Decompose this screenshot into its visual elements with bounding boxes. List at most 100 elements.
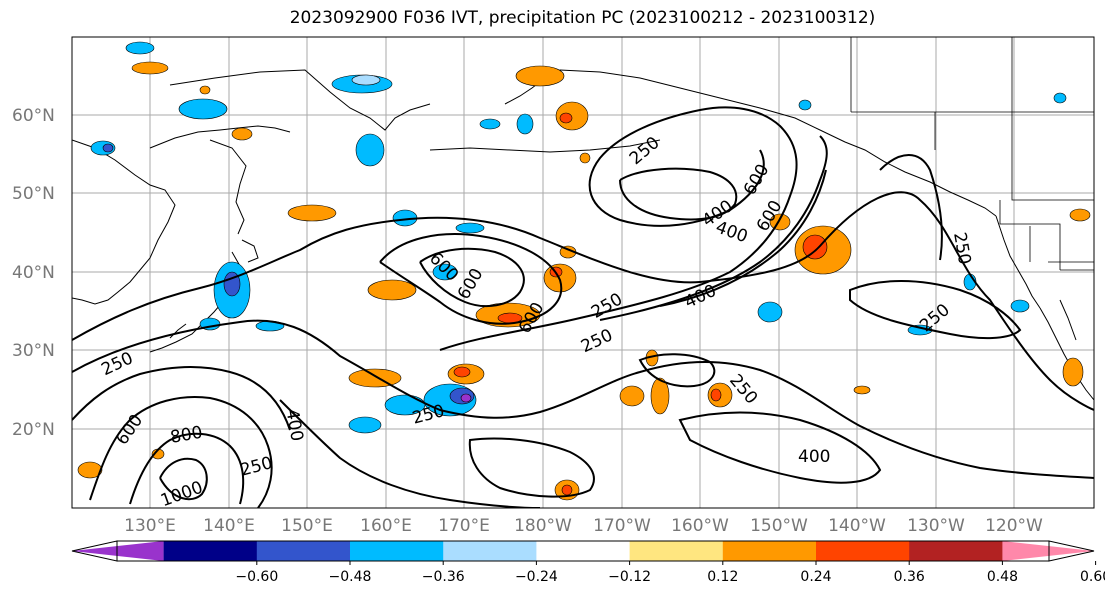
precip-pos-patch — [579, 152, 591, 164]
colorbar-tick-label: 0.60 — [1080, 569, 1105, 585]
precip-neg-patch — [432, 263, 458, 281]
lon-label: 160°E — [360, 516, 412, 536]
colorbar-segment — [629, 541, 724, 561]
lat-label: 40°N — [12, 263, 55, 283]
map-border — [71, 36, 1095, 509]
lon-label: 130°E — [124, 516, 176, 536]
precip-pos-patch — [199, 85, 211, 95]
colorbar-segment — [722, 541, 817, 561]
precip-pos-patch — [619, 385, 645, 407]
precip-neg-patch — [384, 394, 426, 416]
lon-label: 120°W — [985, 516, 1043, 536]
ivt-contour — [379, 233, 563, 325]
colorbar-segment — [816, 541, 910, 561]
lat-label: 30°N — [12, 341, 55, 361]
precip-pos-patch — [561, 484, 573, 496]
precip-pos-patch — [77, 461, 103, 479]
precip-pos-patch — [1062, 357, 1084, 387]
coastline-kamchatka — [209, 139, 247, 235]
ivt-contour — [678, 411, 882, 484]
colorbar-segment — [72, 541, 164, 561]
colorbar-segment — [909, 541, 1003, 561]
precip-neg-patch — [125, 41, 155, 55]
ivt-contour — [279, 399, 541, 508]
precip-pos-patch — [853, 385, 871, 395]
lon-label: 180°W — [514, 516, 572, 536]
colorbar-tick-label: −0.36 — [422, 569, 465, 585]
ivt-contour — [619, 167, 738, 221]
map-title: 2023092900 F036 IVT, precipitation PC (2… — [289, 8, 876, 28]
ivt-contour — [129, 432, 245, 505]
latitude-labels: 60°N 50°N 40°N 30°N 20°N — [12, 106, 55, 440]
precip-pos-patch — [453, 366, 471, 378]
ivt-contour — [468, 437, 595, 498]
colorbar-outline — [116, 540, 1050, 562]
colorbar-tick-label: −0.60 — [235, 569, 278, 585]
coastline-japan-hokkaido — [241, 239, 259, 263]
precip-pos-patch — [231, 127, 253, 141]
lon-label: 150°E — [281, 516, 333, 536]
ivt-contour — [89, 396, 273, 508]
colorbar-segment — [350, 541, 444, 561]
ivt-contour — [849, 280, 1022, 340]
precip-pos-patch — [1069, 208, 1091, 222]
precip-pos-patch — [710, 388, 722, 402]
colorbar-segment — [1002, 541, 1094, 561]
lon-label: 160°W — [671, 516, 729, 536]
colorbar-ticks: −0.60 −0.48 −0.36 −0.24 −0.12 0.12 0.24 0.36 0.4… — [235, 561, 1105, 585]
coastline-okhotsk — [149, 125, 291, 149]
ivt-contour — [72, 319, 1094, 479]
ivt-contours — [72, 106, 1094, 508]
precip-neg-patch — [355, 133, 385, 167]
precip-neg-patch — [455, 222, 485, 234]
precip-neg-patch — [798, 99, 812, 111]
precip-neg-patch — [460, 393, 472, 403]
precip-neg-patch — [351, 74, 381, 86]
lat-label: 20°N — [12, 420, 55, 440]
lat-label: 60°N — [12, 106, 55, 126]
ivt-contour — [72, 191, 1094, 411]
coastline-us-west — [1039, 307, 1094, 401]
lon-label: 140°E — [203, 516, 255, 536]
colorbar-tick-label: 0.48 — [987, 569, 1018, 585]
precip-pos-patch — [802, 234, 828, 260]
colorbar-segment — [256, 541, 351, 561]
precip-pos-patch — [287, 204, 337, 222]
colorbar-segment — [443, 541, 537, 561]
precip-pos-patch — [559, 112, 573, 124]
precip-neg-patch — [178, 98, 228, 120]
lon-label: 150°W — [750, 516, 808, 536]
colorbar-tick-label: −0.48 — [329, 569, 372, 585]
colorbar-tick-label: 0.12 — [707, 569, 738, 585]
ivt-contour — [879, 154, 943, 261]
colorbar-segment — [163, 541, 258, 561]
colorbar-tick-label: 0.24 — [800, 569, 831, 585]
longitude-labels: 130°E 140°E 150°E 160°E 170°E 180°W 170°… — [124, 516, 1043, 536]
ivt-contour — [72, 365, 291, 431]
coastline-baja — [1059, 299, 1077, 341]
precip-neg-patch — [1010, 299, 1030, 313]
ivt-contour — [439, 106, 798, 351]
colorbar: −0.60 −0.48 −0.36 −0.24 −0.12 0.12 0.24 0.36 0.4… — [71, 540, 1105, 585]
coastline-asia — [72, 139, 176, 305]
ivt-contour — [159, 457, 208, 501]
lon-label: 170°E — [438, 516, 490, 536]
colorbar-tick-label: 0.36 — [894, 569, 925, 585]
colorbar-fills — [72, 541, 1094, 561]
coastline-aleutians — [429, 139, 661, 153]
colorbar-tick-label: −0.12 — [608, 569, 651, 585]
ivt-contour — [638, 353, 716, 388]
precip-neg-patch — [757, 301, 783, 323]
precip-pos-patch — [367, 279, 417, 301]
coastline-bc — [995, 215, 1041, 309]
precip-pos-patch — [348, 368, 402, 388]
lon-label: 130°W — [907, 516, 965, 536]
borders — [850, 37, 1094, 271]
precip-neg-patch — [1053, 92, 1067, 104]
precip-pos-patch — [131, 61, 169, 75]
precip-neg-patch — [479, 118, 501, 130]
contour-label: 400 — [798, 447, 830, 467]
coastline-alaska — [559, 69, 997, 217]
lon-label: 140°W — [828, 516, 886, 536]
